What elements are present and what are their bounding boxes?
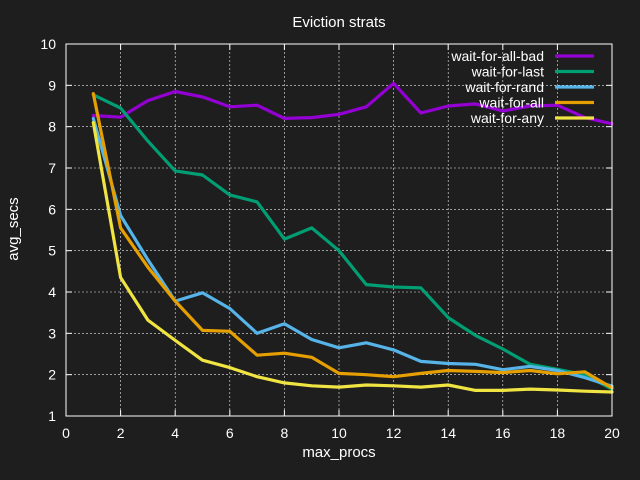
y-tick-label: 9 (48, 77, 56, 93)
y-tick-label: 4 (48, 284, 56, 300)
x-tick-label: 20 (604, 425, 620, 441)
legend-label: wait-for-last (471, 64, 544, 80)
y-tick-label: 8 (48, 119, 56, 135)
x-tick-label: 2 (117, 425, 125, 441)
legend-label: wait-for-any (470, 110, 544, 126)
legend-label: wait-for-rand (464, 79, 544, 95)
x-tick-label: 12 (386, 425, 402, 441)
y-tick-label: 6 (48, 201, 56, 217)
x-tick-label: 10 (331, 425, 347, 441)
legend-label: wait-for-all-bad (450, 48, 544, 64)
series-line-wait-for-all (91, 91, 614, 390)
legend: wait-for-all-badwait-for-lastwait-for-ra… (450, 48, 594, 126)
x-tick-label: 4 (171, 425, 179, 441)
y-axis-label: avg_secs (5, 197, 22, 260)
y-tick-label: 2 (48, 367, 56, 383)
series-line-wait-for-any (91, 120, 614, 394)
series-line-wait-for-rand (91, 116, 614, 388)
y-tick-label: 5 (48, 243, 56, 259)
x-tick-label: 14 (440, 425, 456, 441)
chart-title: Eviction strats (292, 14, 385, 31)
y-tick-label: 1 (48, 408, 56, 424)
y-tick-label: 10 (40, 36, 56, 52)
y-tick-label: 3 (48, 325, 56, 341)
x-tick-label: 16 (495, 425, 511, 441)
x-tick-label: 18 (550, 425, 566, 441)
x-tick-label: 8 (281, 425, 289, 441)
y-tick-label: 7 (48, 160, 56, 176)
x-axis-label: max_procs (302, 444, 375, 461)
series-line-wait-for-last (91, 93, 614, 391)
series-line-wait-for-all-bad (91, 81, 614, 126)
plot-frame (65, 43, 613, 417)
x-tick-label: 6 (226, 425, 234, 441)
legend-label: wait-for-all (478, 95, 544, 111)
x-tick-label: 0 (62, 425, 70, 441)
series-lines (91, 81, 614, 394)
